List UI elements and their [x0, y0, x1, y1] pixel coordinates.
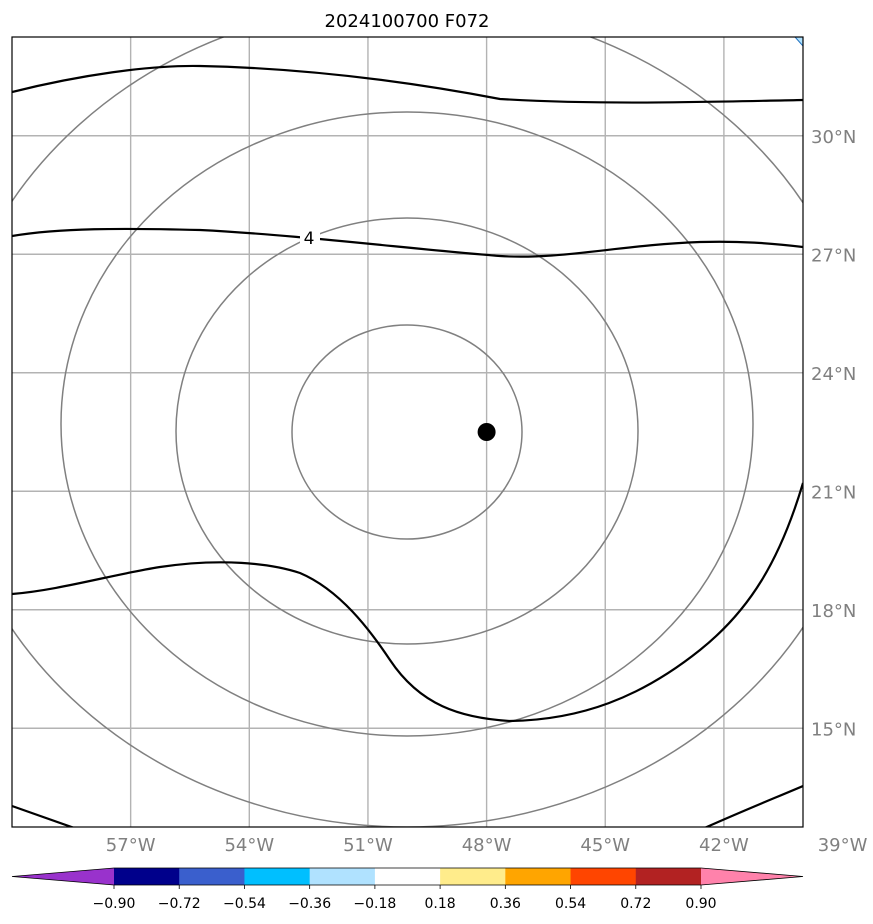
- range-ring-2: [175, 217, 639, 645]
- colorbar-tick-label: 0.18: [425, 896, 456, 912]
- colorbar-segment: [440, 868, 506, 885]
- colorbar-segment: [244, 868, 311, 885]
- map-frame: [11, 36, 804, 828]
- contour-line-south: [12, 482, 803, 723]
- lat-label: 21°N: [811, 482, 856, 503]
- lon-label: 45°W: [580, 835, 630, 856]
- colorbar-tick-label: 0.90: [685, 896, 716, 912]
- colorbar-segment: [505, 868, 572, 885]
- lat-label: 15°N: [811, 719, 856, 740]
- lon-label: 48°W: [462, 835, 512, 856]
- colorbar-tick-label: −0.72: [158, 896, 201, 912]
- latitude-labels: 30°N 27°N 24°N 21°N 18°N 15°N: [811, 127, 856, 741]
- longitude-labels: 57°W 54°W 51°W 48°W 45°W 42°W 39°W: [106, 835, 868, 856]
- colorbar-tick-label: −0.18: [353, 896, 396, 912]
- contour-line-sw-corner: [12, 804, 75, 827]
- map-area: 4: [12, 37, 803, 827]
- colorbar-tick-label: 0.72: [620, 896, 651, 912]
- range-rings: [12, 37, 803, 827]
- lat-label: 27°N: [811, 245, 856, 266]
- colorbar-tick-label: −0.90: [93, 896, 136, 912]
- map-title: 2024100700 F072: [325, 11, 490, 32]
- colorbar-segment: [374, 868, 441, 885]
- colorbar-extend-max: [701, 868, 803, 885]
- lat-label: 18°N: [811, 601, 856, 622]
- contour-line-se-corner: [704, 784, 803, 827]
- colorbar-segment: [570, 868, 637, 885]
- contour-line-27n: [12, 227, 803, 258]
- lon-label: 39°W: [818, 835, 868, 856]
- gridlines: [12, 37, 803, 827]
- colorbar: [11, 867, 804, 889]
- contour-label-bg: [300, 229, 320, 245]
- colorbar-segment: [309, 868, 376, 885]
- lon-label: 51°W: [343, 835, 393, 856]
- contour-label: 4: [304, 229, 315, 249]
- colorbar-segment: [179, 868, 245, 885]
- colorbar-tick-label: 0.36: [490, 896, 521, 912]
- lat-label: 24°N: [811, 364, 856, 385]
- colorbar-segment: [635, 868, 702, 885]
- storm-center-marker: [477, 423, 496, 441]
- colorbar-extend-min: [12, 868, 114, 885]
- colorbar-tick-label: −0.36: [288, 896, 331, 912]
- colorbar-tick-label: −0.54: [223, 896, 266, 912]
- corner-shading: [794, 37, 803, 47]
- lon-label: 57°W: [106, 835, 156, 856]
- contour-lines: [12, 64, 803, 827]
- colorbar-tick-label: 0.54: [555, 896, 586, 912]
- colorbar-tick-labels: −0.90 −0.72 −0.54 −0.36 −0.18 0.18 0.36 0.54 0.7…: [93, 896, 717, 912]
- lon-label: 54°W: [224, 835, 274, 856]
- lon-label: 42°W: [699, 835, 749, 856]
- range-ring-1: [291, 324, 523, 540]
- contour-line-north: [12, 64, 803, 104]
- lat-label: 30°N: [811, 127, 856, 148]
- colorbar-segment: [114, 868, 180, 885]
- range-ring-3: [60, 111, 754, 737]
